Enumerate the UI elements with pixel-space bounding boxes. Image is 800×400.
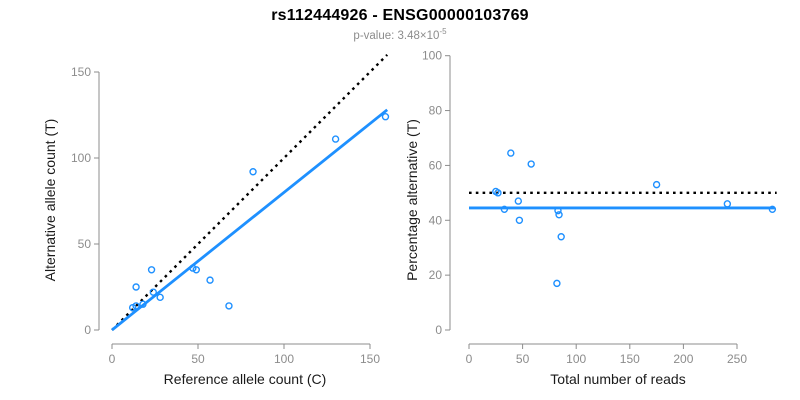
pvalue-mantissa: 3.48	[397, 29, 420, 42]
axes	[94, 71, 371, 349]
data-point	[723, 200, 732, 208]
pvalue-times-sign: ×	[419, 29, 427, 42]
fit-line	[111, 108, 389, 332]
x-tick-label: 0	[109, 352, 116, 366]
data-point	[132, 283, 140, 291]
pvalue-label: p-value:	[353, 29, 398, 42]
data-point	[507, 149, 515, 157]
data-point	[132, 302, 140, 310]
data-point	[554, 206, 562, 215]
data-point	[553, 279, 561, 288]
y-tick-label: 0	[84, 323, 91, 337]
figure-header: rs112444926 - ENSG00000103769 p-value: 3…	[0, 0, 800, 42]
y-axis-title: Percentage alternative (T)	[404, 119, 420, 281]
axes	[445, 55, 738, 349]
y-tick-label: 100	[71, 151, 91, 165]
data-point	[147, 266, 156, 274]
y-tick-label: 0	[435, 323, 442, 337]
x-tick-label: 50	[191, 352, 205, 366]
data-point	[381, 113, 390, 121]
data-point	[494, 189, 502, 197]
data-point	[249, 168, 257, 176]
data-point	[500, 205, 509, 214]
data-point	[768, 205, 777, 214]
x-tick-label: 200	[673, 352, 693, 366]
y-tick-label: 60	[429, 158, 443, 172]
data-point	[225, 302, 233, 310]
x-axis-title: Total number of reads	[550, 371, 685, 387]
data-point	[555, 211, 563, 219]
y-tick-label: 40	[429, 213, 443, 227]
pvalue-exponent: -5	[439, 27, 447, 36]
pvalue-base: 10	[426, 29, 440, 42]
y-tick-label: 50	[78, 237, 92, 251]
allele-count-scatter-plot: 0 50 100 150 0 50 100 150 Reference allele count…	[42, 53, 390, 387]
y-axis-title: Alternative allele count (T)	[42, 119, 58, 282]
data-point	[514, 197, 523, 205]
data-point	[557, 233, 565, 241]
data-point	[515, 216, 524, 224]
x-tick-label: 250	[727, 352, 747, 366]
x-axis-title: Reference allele count (C)	[164, 371, 327, 387]
data-points	[128, 113, 390, 312]
data-point	[139, 300, 147, 308]
y-tick-label: 150	[71, 65, 91, 79]
x-tick-label: 150	[360, 352, 380, 366]
figure-subtitle: p-value: 3.48×10-5	[0, 27, 800, 42]
data-point	[652, 180, 661, 189]
data-point	[156, 293, 164, 302]
y-tick-label: 80	[429, 104, 443, 118]
data-point	[149, 288, 157, 296]
data-points	[492, 149, 777, 288]
percentage-alternative-scatter-plot: 0 50 100 150 200 250 0 20 40 60 80 100 Total number …	[404, 49, 777, 387]
x-tick-label: 100	[274, 352, 294, 366]
data-point	[206, 276, 214, 284]
x-tick-label: 0	[466, 352, 473, 366]
figure-title: rs112444926 - ENSG00000103769	[271, 7, 529, 24]
y-tick-label: 20	[429, 268, 443, 282]
x-tick-label: 150	[620, 352, 640, 366]
x-tick-label: 100	[566, 352, 586, 366]
y-tick-label: 100	[422, 49, 442, 63]
x-tick-label: 50	[516, 352, 530, 366]
data-point	[331, 135, 340, 143]
data-point	[192, 266, 200, 274]
data-point	[527, 160, 535, 168]
